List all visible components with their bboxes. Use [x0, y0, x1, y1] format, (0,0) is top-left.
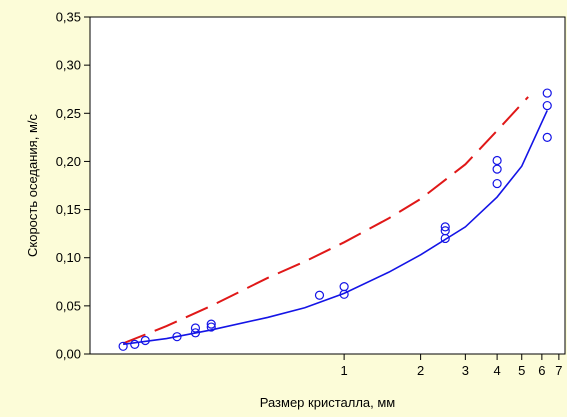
series-layer: [118, 88, 552, 351]
y-tick-label: 0,10: [56, 250, 81, 265]
data-point: [130, 339, 140, 349]
data-point: [172, 332, 182, 342]
y-tick-label: 0,35: [56, 10, 81, 25]
data-point: [314, 290, 325, 300]
y-tick-label: 0,30: [56, 58, 81, 73]
data-point: [542, 100, 552, 111]
data-point: [492, 178, 502, 189]
plot-area: [89, 16, 566, 355]
x-tick-label: 5: [518, 363, 525, 378]
x-tick-label: 2: [417, 363, 424, 378]
series-line-solid: [123, 110, 548, 346]
data-point: [206, 319, 216, 329]
y-tick-label: 0,00: [56, 347, 81, 362]
data-point: [492, 164, 502, 174]
data-point: [118, 341, 128, 351]
y-axis-label: Скорость оседания, м/с: [25, 114, 40, 257]
data-point: [140, 335, 150, 346]
data-point: [440, 222, 450, 232]
x-axis-label: Размер кристалла, мм: [260, 395, 396, 410]
x-tick-label: 1: [340, 363, 347, 378]
data-point: [542, 132, 552, 142]
x-tick-label: 7: [555, 363, 562, 378]
data-point: [492, 155, 502, 166]
x-tick-label: 6: [538, 363, 545, 378]
data-point: [206, 322, 216, 332]
data-point: [339, 282, 349, 292]
x-tick-label: 4: [493, 363, 500, 378]
data-point: [190, 328, 201, 338]
data-point: [440, 226, 450, 236]
y-axis-ticks: 0,00 0,05 0,10 0,15 0,20 0,25 0,30 0,35: [56, 10, 90, 362]
y-tick-label: 0,15: [56, 202, 81, 217]
data-point: [542, 88, 552, 98]
y-tick-label: 0,25: [56, 106, 81, 121]
y-tick-label: 0,05: [56, 298, 81, 313]
data-point: [190, 323, 201, 333]
series-line-dashed: [122, 96, 529, 345]
x-tick-label: 3: [462, 363, 469, 378]
y-tick-label: 0,20: [56, 154, 81, 169]
